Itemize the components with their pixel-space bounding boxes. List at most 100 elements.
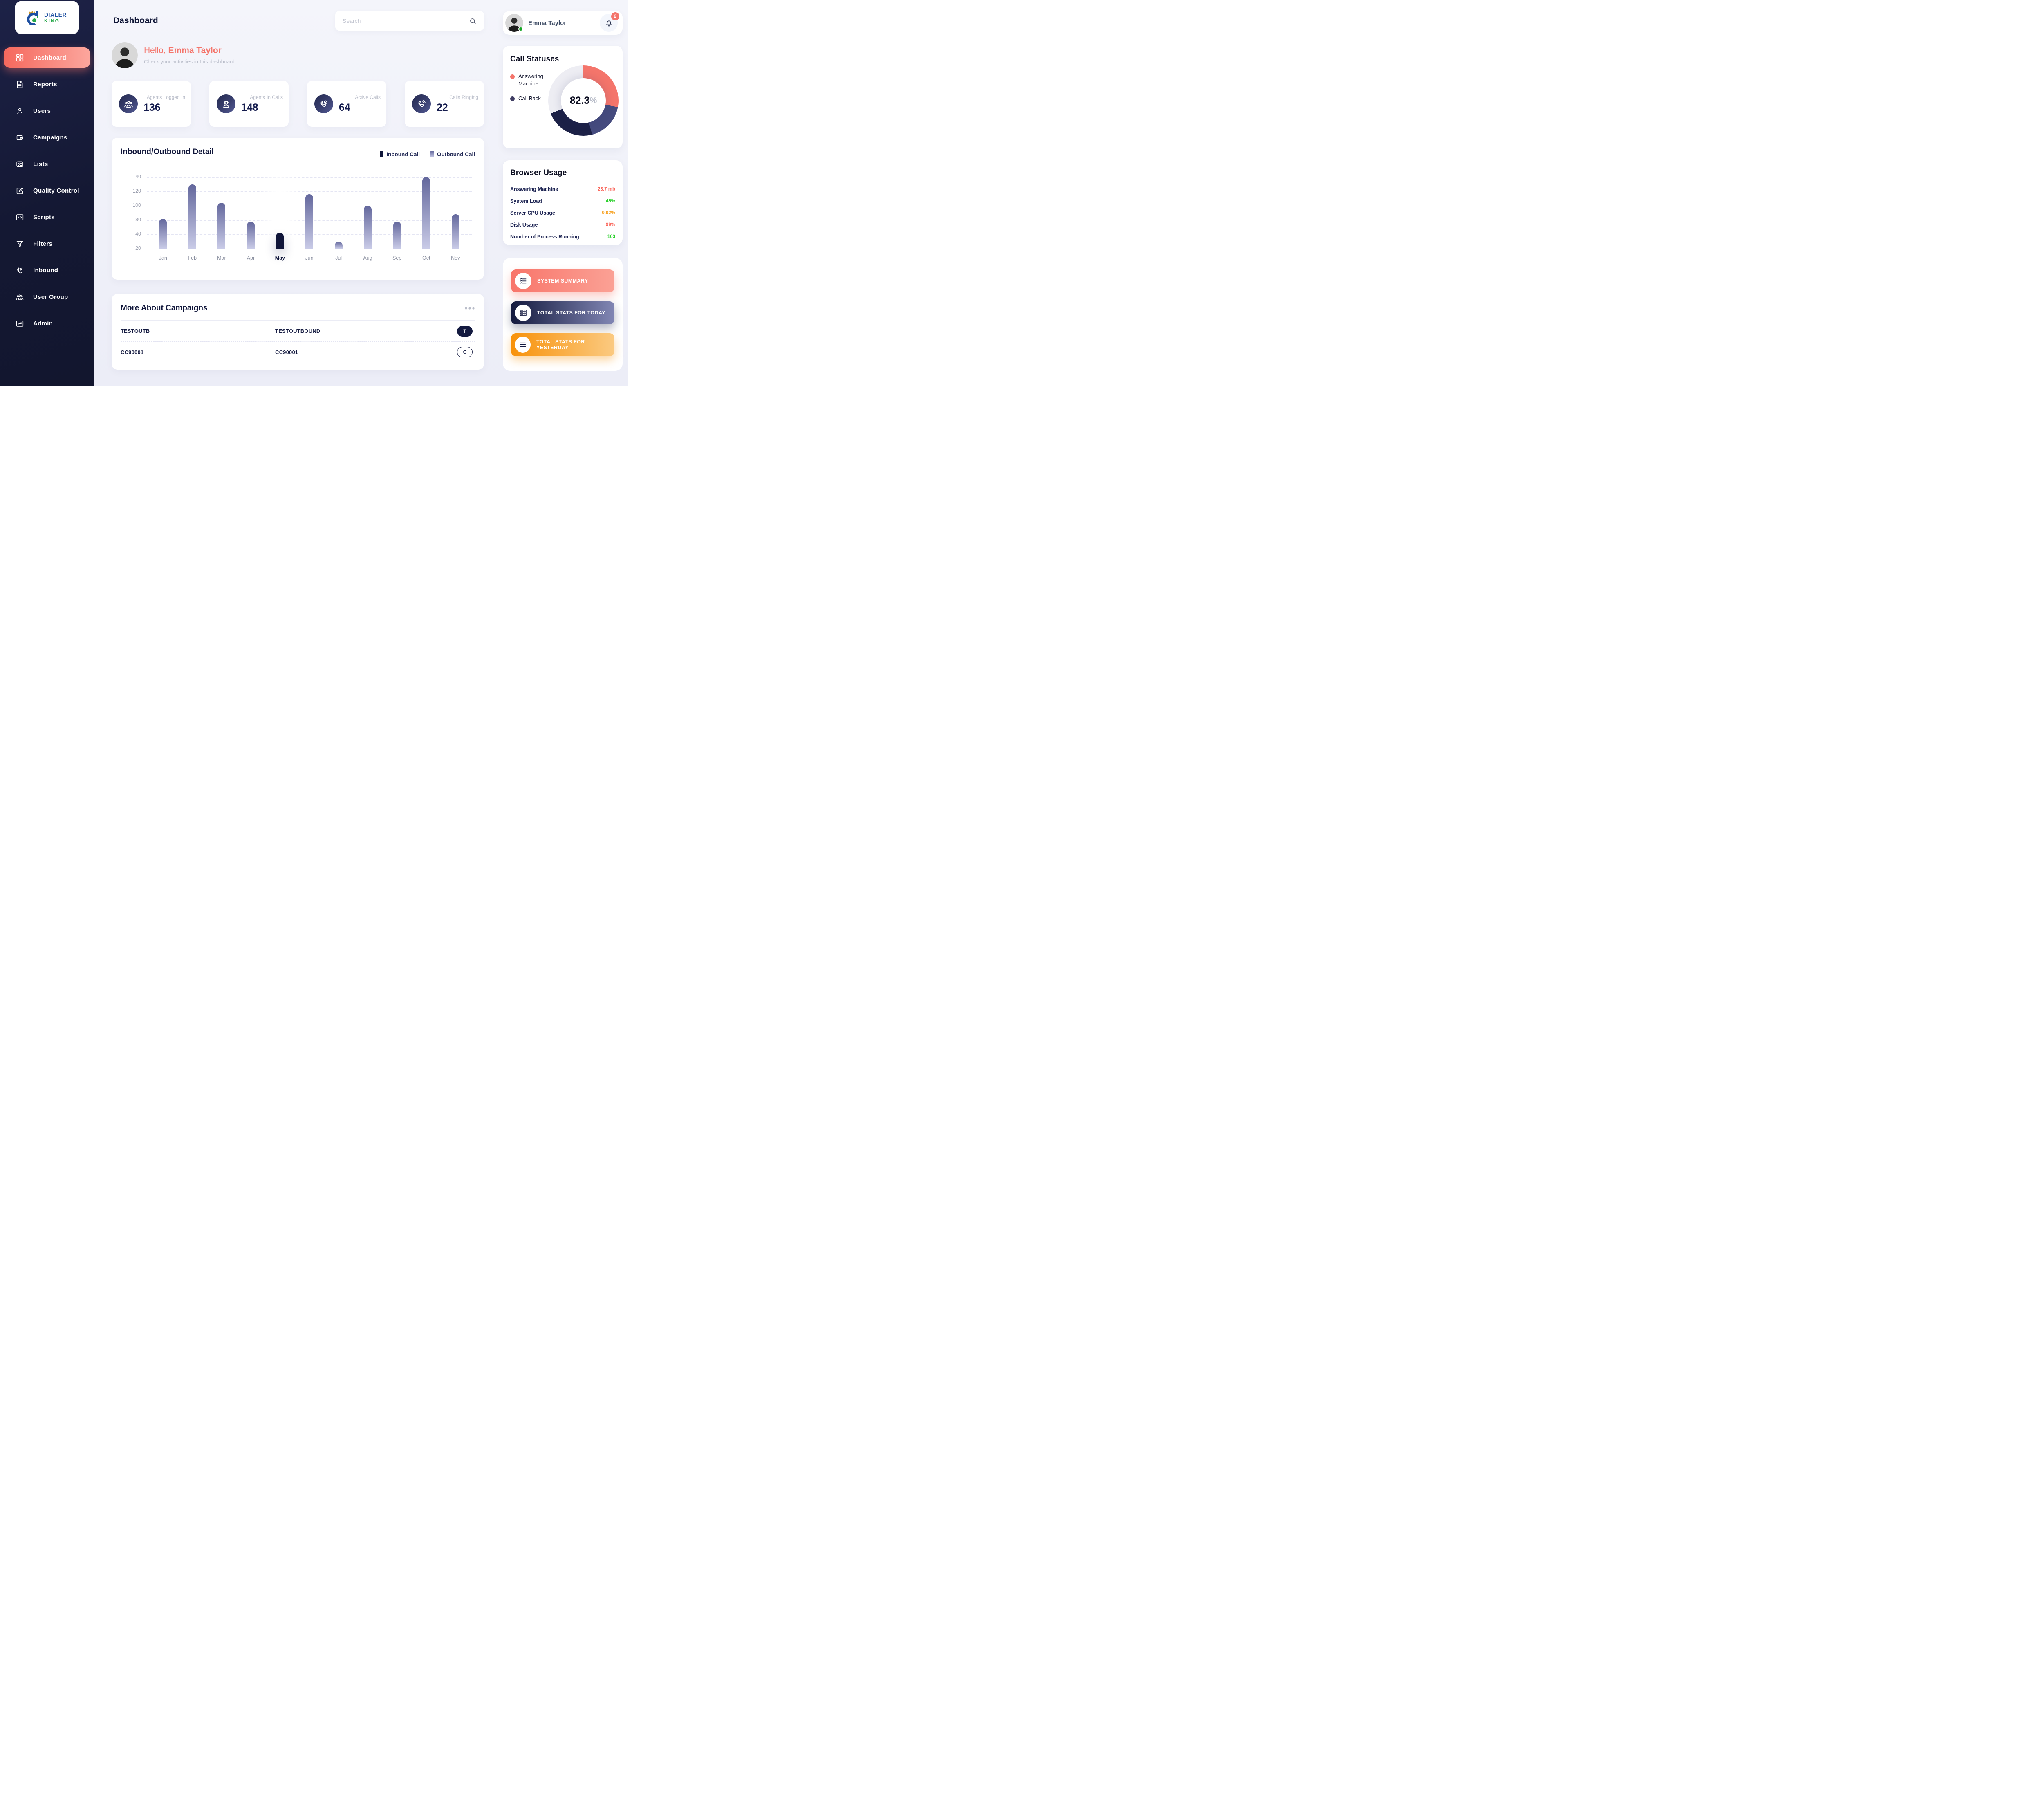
admin-window-icon bbox=[16, 320, 24, 327]
phone-check-icon bbox=[320, 100, 327, 107]
campaign-badge-t[interactable]: T bbox=[457, 325, 473, 337]
usage-label: System Load bbox=[510, 198, 542, 204]
greeting-subtitle: Check your activities in this dashboard. bbox=[144, 58, 236, 65]
action-icon-circle bbox=[515, 305, 531, 321]
bar-jan[interactable] bbox=[159, 218, 167, 249]
sidebar-item-admin[interactable]: Admin bbox=[4, 313, 90, 334]
stat-label: Calls Ringing bbox=[449, 94, 478, 100]
notification-badge: 2 bbox=[611, 12, 619, 20]
action-button-total-stats-for-today[interactable]: TOTAL STATS FOR TODAY bbox=[511, 301, 614, 324]
sidebar-item-quality-control[interactable]: Quality Control bbox=[4, 180, 90, 201]
stat-texts: Agents Logged In 136 bbox=[143, 94, 185, 114]
sidebar-item-users[interactable]: Users bbox=[4, 101, 90, 121]
gridline bbox=[147, 177, 472, 178]
action-label: TOTAL STATS FOR YESTERDAY bbox=[536, 339, 585, 350]
sidebar-item-campaigns[interactable]: Campaigns bbox=[4, 127, 90, 148]
sidebar-item-inbound[interactable]: Inbound bbox=[4, 260, 90, 280]
x-axis-label-oct: Oct bbox=[422, 255, 430, 261]
x-axis-label-nov: Nov bbox=[451, 255, 460, 261]
bar-column-jun[interactable] bbox=[295, 177, 324, 249]
user-group-icon bbox=[16, 294, 24, 300]
usage-row-disk-usage: Disk Usage 99% bbox=[510, 219, 615, 231]
right-rail: Emma Taylor 2 Call Statuses Answering Ma… bbox=[503, 0, 623, 386]
actions-panel: SYSTEM SUMMARY TOTAL STATS FOR TODAY TOTAL… bbox=[503, 258, 623, 371]
donut-unit: % bbox=[589, 96, 597, 105]
header: Dashboard bbox=[112, 11, 484, 31]
bar-apr[interactable] bbox=[247, 222, 255, 249]
sidebar-item-scripts[interactable]: Scripts bbox=[4, 207, 90, 227]
bar-column-may[interactable] bbox=[256, 160, 304, 258]
user-chip[interactable]: Emma Taylor 2 bbox=[503, 11, 623, 35]
stat-value: 136 bbox=[143, 101, 161, 113]
legend-item-inbound-call: Inbound Call bbox=[380, 151, 420, 157]
stat-label: Agents In Calls bbox=[250, 94, 283, 100]
browser-usage-rows: Answering Machine 23.7 mb System Load 45% Se… bbox=[510, 183, 615, 242]
bar-column-apr[interactable] bbox=[236, 177, 266, 249]
usage-row-server-cpu-usage: Server CPU Usage 0.02% bbox=[510, 207, 615, 219]
brand-logo[interactable]: DIALER KING bbox=[15, 1, 79, 34]
bar-column-sep[interactable] bbox=[382, 177, 412, 249]
bar-may[interactable] bbox=[276, 232, 284, 249]
bar-column-feb[interactable] bbox=[178, 177, 207, 249]
stat-texts: Calls Ringing 22 bbox=[437, 94, 478, 114]
status-dot-icon bbox=[510, 96, 515, 101]
sidebar-item-label: Lists bbox=[33, 160, 48, 168]
status-legend-item-answering-machine: Answering Machine bbox=[510, 73, 615, 88]
campaign-badge-c[interactable]: C bbox=[457, 347, 473, 357]
chart-bars bbox=[147, 160, 472, 258]
search-input[interactable] bbox=[343, 18, 469, 24]
sidebar-item-filters[interactable]: Filters bbox=[4, 233, 90, 254]
ellipsis-icon[interactable] bbox=[464, 306, 475, 310]
bar-column-aug[interactable] bbox=[353, 177, 383, 249]
inbound-outbound-chart-card: Inbound/Outbound Detail Inbound Call Outb… bbox=[112, 138, 484, 280]
bar-jul[interactable] bbox=[334, 241, 343, 249]
bar-mar[interactable] bbox=[217, 203, 226, 249]
usage-value: 99% bbox=[605, 222, 615, 227]
greeting-username: Emma Taylor bbox=[168, 46, 222, 55]
bar-aug[interactable] bbox=[364, 206, 372, 249]
notifications-button[interactable]: 2 bbox=[600, 12, 619, 32]
bar-feb[interactable] bbox=[188, 184, 196, 249]
sidebar-item-reports[interactable]: Reports bbox=[4, 74, 90, 94]
sidebar-item-label: User Group bbox=[33, 293, 68, 301]
app-root: DIALER KING Dashboard Reports Users Campaig… bbox=[0, 0, 628, 386]
call-statuses-card: Call Statuses Answering Machine Call Back… bbox=[503, 46, 623, 148]
action-button-system-summary[interactable]: SYSTEM SUMMARY bbox=[511, 269, 614, 292]
bar-nov[interactable] bbox=[451, 214, 459, 249]
stat-card-agents-in-calls: Agents In Calls 148 bbox=[209, 81, 289, 127]
sidebar-item-label: Scripts bbox=[33, 213, 55, 221]
brand-line2: KING bbox=[44, 18, 60, 24]
bar-oct[interactable] bbox=[422, 177, 430, 249]
usage-value: 45% bbox=[605, 198, 615, 204]
bar-jun[interactable] bbox=[305, 194, 313, 249]
sidebar-item-lists[interactable]: Lists bbox=[4, 154, 90, 174]
sidebar-item-label: Dashboard bbox=[33, 54, 67, 61]
x-axis-label-feb: Feb bbox=[188, 255, 197, 261]
bar-sep[interactable] bbox=[393, 222, 401, 249]
legend-item-outbound-call: Outbound Call bbox=[430, 151, 475, 157]
funnel-icon bbox=[16, 241, 23, 247]
usage-row-number-of-process-running: Number of Process Running 103 bbox=[510, 231, 615, 242]
bar-column-oct[interactable] bbox=[412, 177, 441, 249]
bar-column-jul[interactable] bbox=[324, 177, 353, 249]
x-axis-label-jun: Jun bbox=[305, 255, 314, 261]
sidebar-item-user-group[interactable]: User Group bbox=[4, 287, 90, 307]
greeting-hello: Hello, bbox=[144, 46, 168, 55]
sidebar-item-dashboard[interactable]: Dashboard bbox=[4, 47, 90, 68]
brand-line1: DIALER bbox=[44, 11, 67, 18]
search-icon[interactable] bbox=[469, 17, 477, 25]
status-legend-item-call-back: Call Back bbox=[510, 95, 615, 102]
bar-column-mar[interactable] bbox=[207, 177, 236, 249]
action-button-total-stats-for-yesterday[interactable]: TOTAL STATS FOR YESTERDAY bbox=[511, 333, 614, 356]
bar-column-nov[interactable] bbox=[441, 177, 470, 249]
wallet-icon bbox=[16, 135, 23, 140]
search-bar[interactable] bbox=[335, 11, 484, 31]
agents-group-icon bbox=[124, 101, 133, 108]
bell-icon bbox=[606, 20, 612, 26]
stat-label: Agents Logged In bbox=[146, 94, 185, 100]
code-window-icon bbox=[16, 214, 24, 220]
legend-label: Outbound Call bbox=[437, 151, 475, 157]
campaigns-title: More About Campaigns bbox=[121, 304, 208, 312]
legend-swatch-icon bbox=[430, 151, 435, 157]
bar-column-jan[interactable] bbox=[148, 177, 178, 249]
